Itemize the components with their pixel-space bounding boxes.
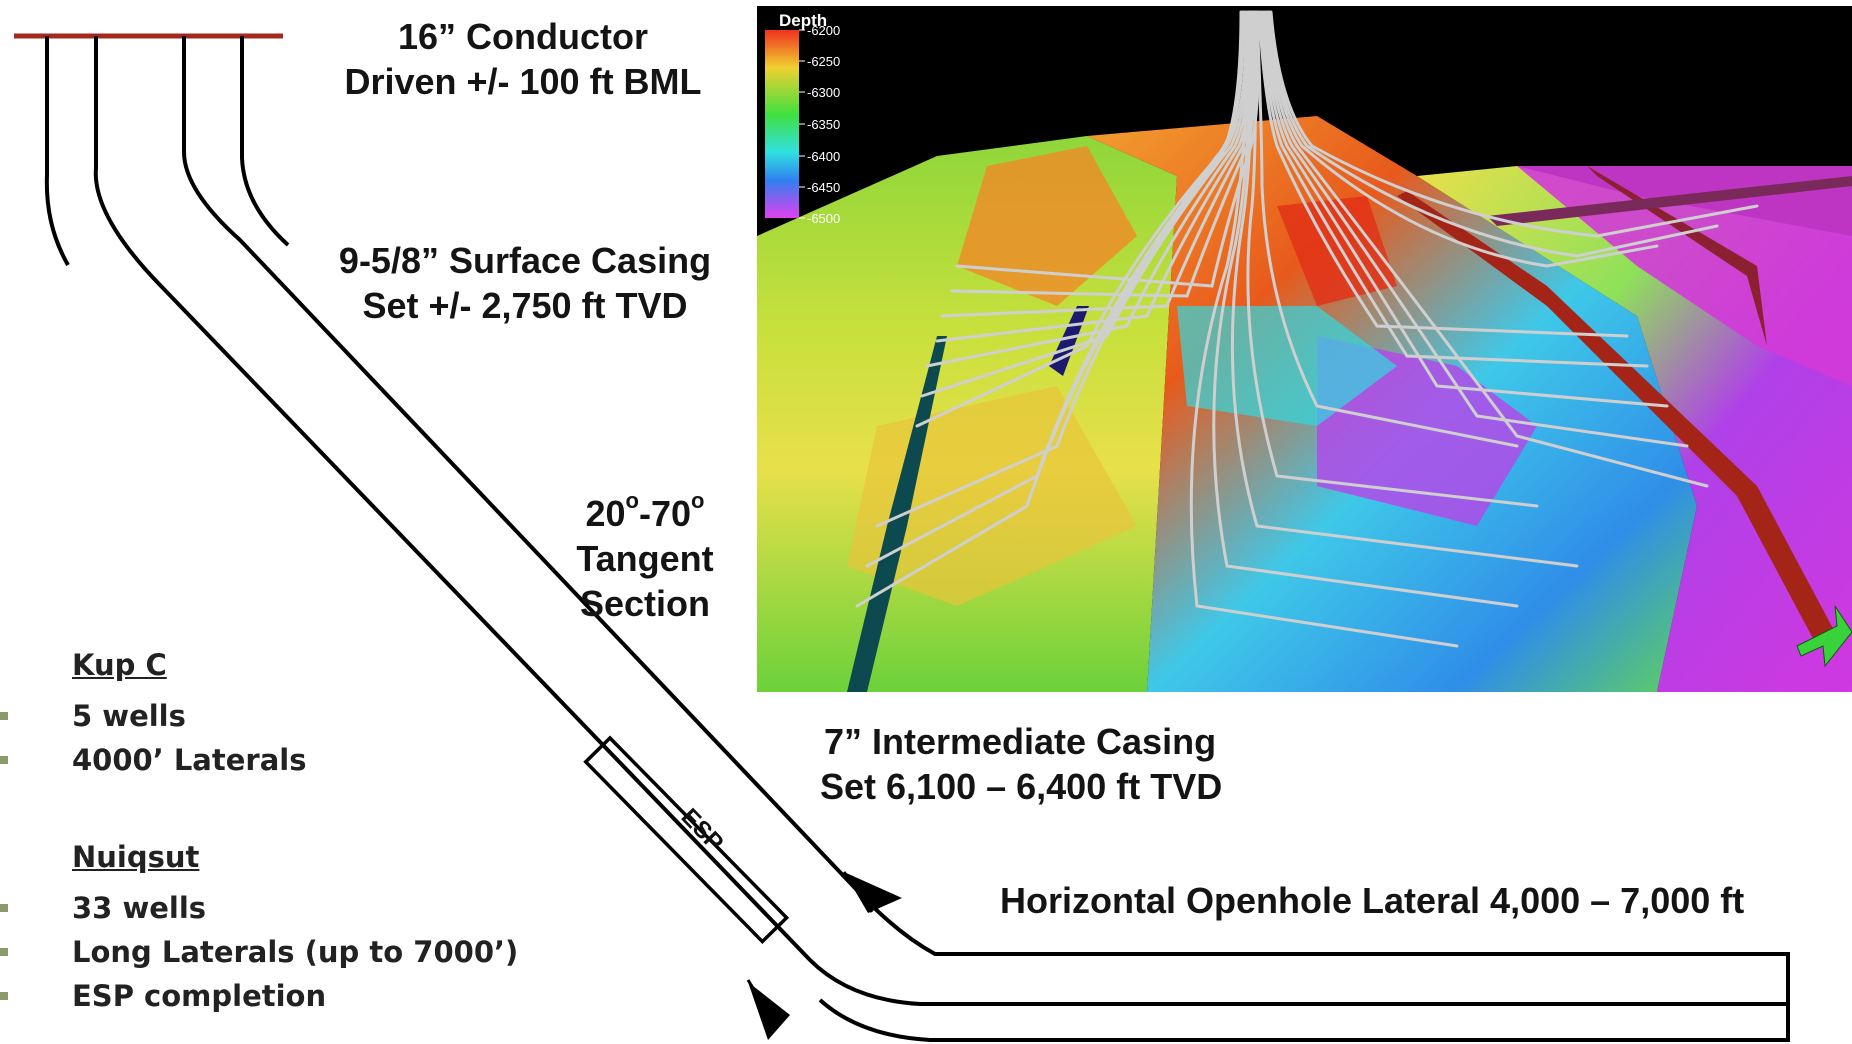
north-arrow-icon bbox=[1796, 605, 1852, 668]
horizon-right-magenta bbox=[1517, 166, 1852, 386]
depth-tick: -6450 bbox=[807, 180, 840, 195]
surface-casing-label: 9-5/8” Surface Casing Set +/- 2,750 ft T… bbox=[330, 238, 720, 328]
list-item: Long Laterals (up to 7000’) bbox=[0, 930, 518, 974]
depth-legend-title: Depth bbox=[779, 11, 827, 30]
list-item: 5 wells bbox=[0, 694, 306, 738]
tangent-section-label: 20o-70o Tangent Section bbox=[560, 478, 730, 626]
depth-map-3d-view: Depth -6200 -6250 -6300 -6350 -6400 -645… bbox=[757, 6, 1852, 692]
surface-casing-label-line1: 9-5/8” Surface Casing bbox=[338, 240, 712, 281]
depth-legend-colorbar bbox=[765, 30, 799, 218]
well-leg-1 bbox=[44, 36, 70, 266]
list-item: ESP completion bbox=[0, 974, 518, 1018]
well-leg-4 bbox=[240, 36, 290, 247]
wellpaths bbox=[855, 10, 1759, 648]
lateral-label: Horizontal Openhole Lateral 4,000 – 7,00… bbox=[1000, 880, 1745, 921]
wellbore-outer bbox=[93, 36, 1596, 1006]
depth-tick: -6350 bbox=[807, 117, 840, 132]
intermediate-casing-label-line1: 7” Intermediate Casing bbox=[823, 721, 1217, 762]
kup-c-notes: Kup C 5 wells 4000’ Laterals bbox=[0, 648, 306, 782]
tangent-section-line3: Section bbox=[579, 583, 711, 624]
list-item: 4000’ Laterals bbox=[0, 738, 306, 782]
nuiqsut-title: Nuiqsut bbox=[72, 840, 200, 874]
bullet-icon bbox=[0, 992, 8, 1000]
depth-legend-ticks: -6200 -6250 -6300 -6350 -6400 -6450 -650… bbox=[799, 23, 840, 226]
depth-tick: -6300 bbox=[807, 85, 840, 100]
tangent-section-line2: Tangent bbox=[576, 538, 714, 579]
bullet-icon bbox=[0, 948, 8, 956]
tangent-angle: 20o-70o bbox=[585, 488, 705, 534]
esp-pump bbox=[583, 735, 790, 945]
list-item: 33 wells bbox=[0, 886, 518, 930]
surface-casing-label-line2: Set +/- 2,750 ft TVD bbox=[362, 285, 688, 326]
wellbore-inner bbox=[182, 36, 1790, 1042]
bullet-icon bbox=[0, 712, 8, 720]
fault-red-right bbox=[1397, 191, 1837, 646]
bullet-icon bbox=[0, 904, 8, 912]
depth-tick: -6250 bbox=[807, 54, 840, 69]
conductor-label-line1: 16” Conductor bbox=[397, 16, 648, 57]
intermediate-casing-label-line2: Set 6,100 – 6,400 ft TVD bbox=[820, 766, 1223, 807]
depth-tick: -6200 bbox=[807, 23, 840, 38]
bullet-icon bbox=[0, 756, 8, 764]
conductor-label-line2: Driven +/- 100 ft BML bbox=[344, 61, 702, 102]
depth-tick: -6400 bbox=[807, 149, 840, 164]
intermediate-casing-shoe-upper bbox=[844, 872, 902, 913]
kup-c-title: Kup C bbox=[72, 648, 167, 682]
depth-tick: -6500 bbox=[807, 211, 840, 226]
nuiqsut-notes: Nuiqsut 33 wells Long Laterals (up to 70… bbox=[0, 840, 518, 1018]
conductor-label: 16” Conductor Driven +/- 100 ft BML bbox=[338, 14, 708, 104]
intermediate-casing-label: 7” Intermediate Casing Set 6,100 – 6,400… bbox=[820, 719, 1223, 809]
